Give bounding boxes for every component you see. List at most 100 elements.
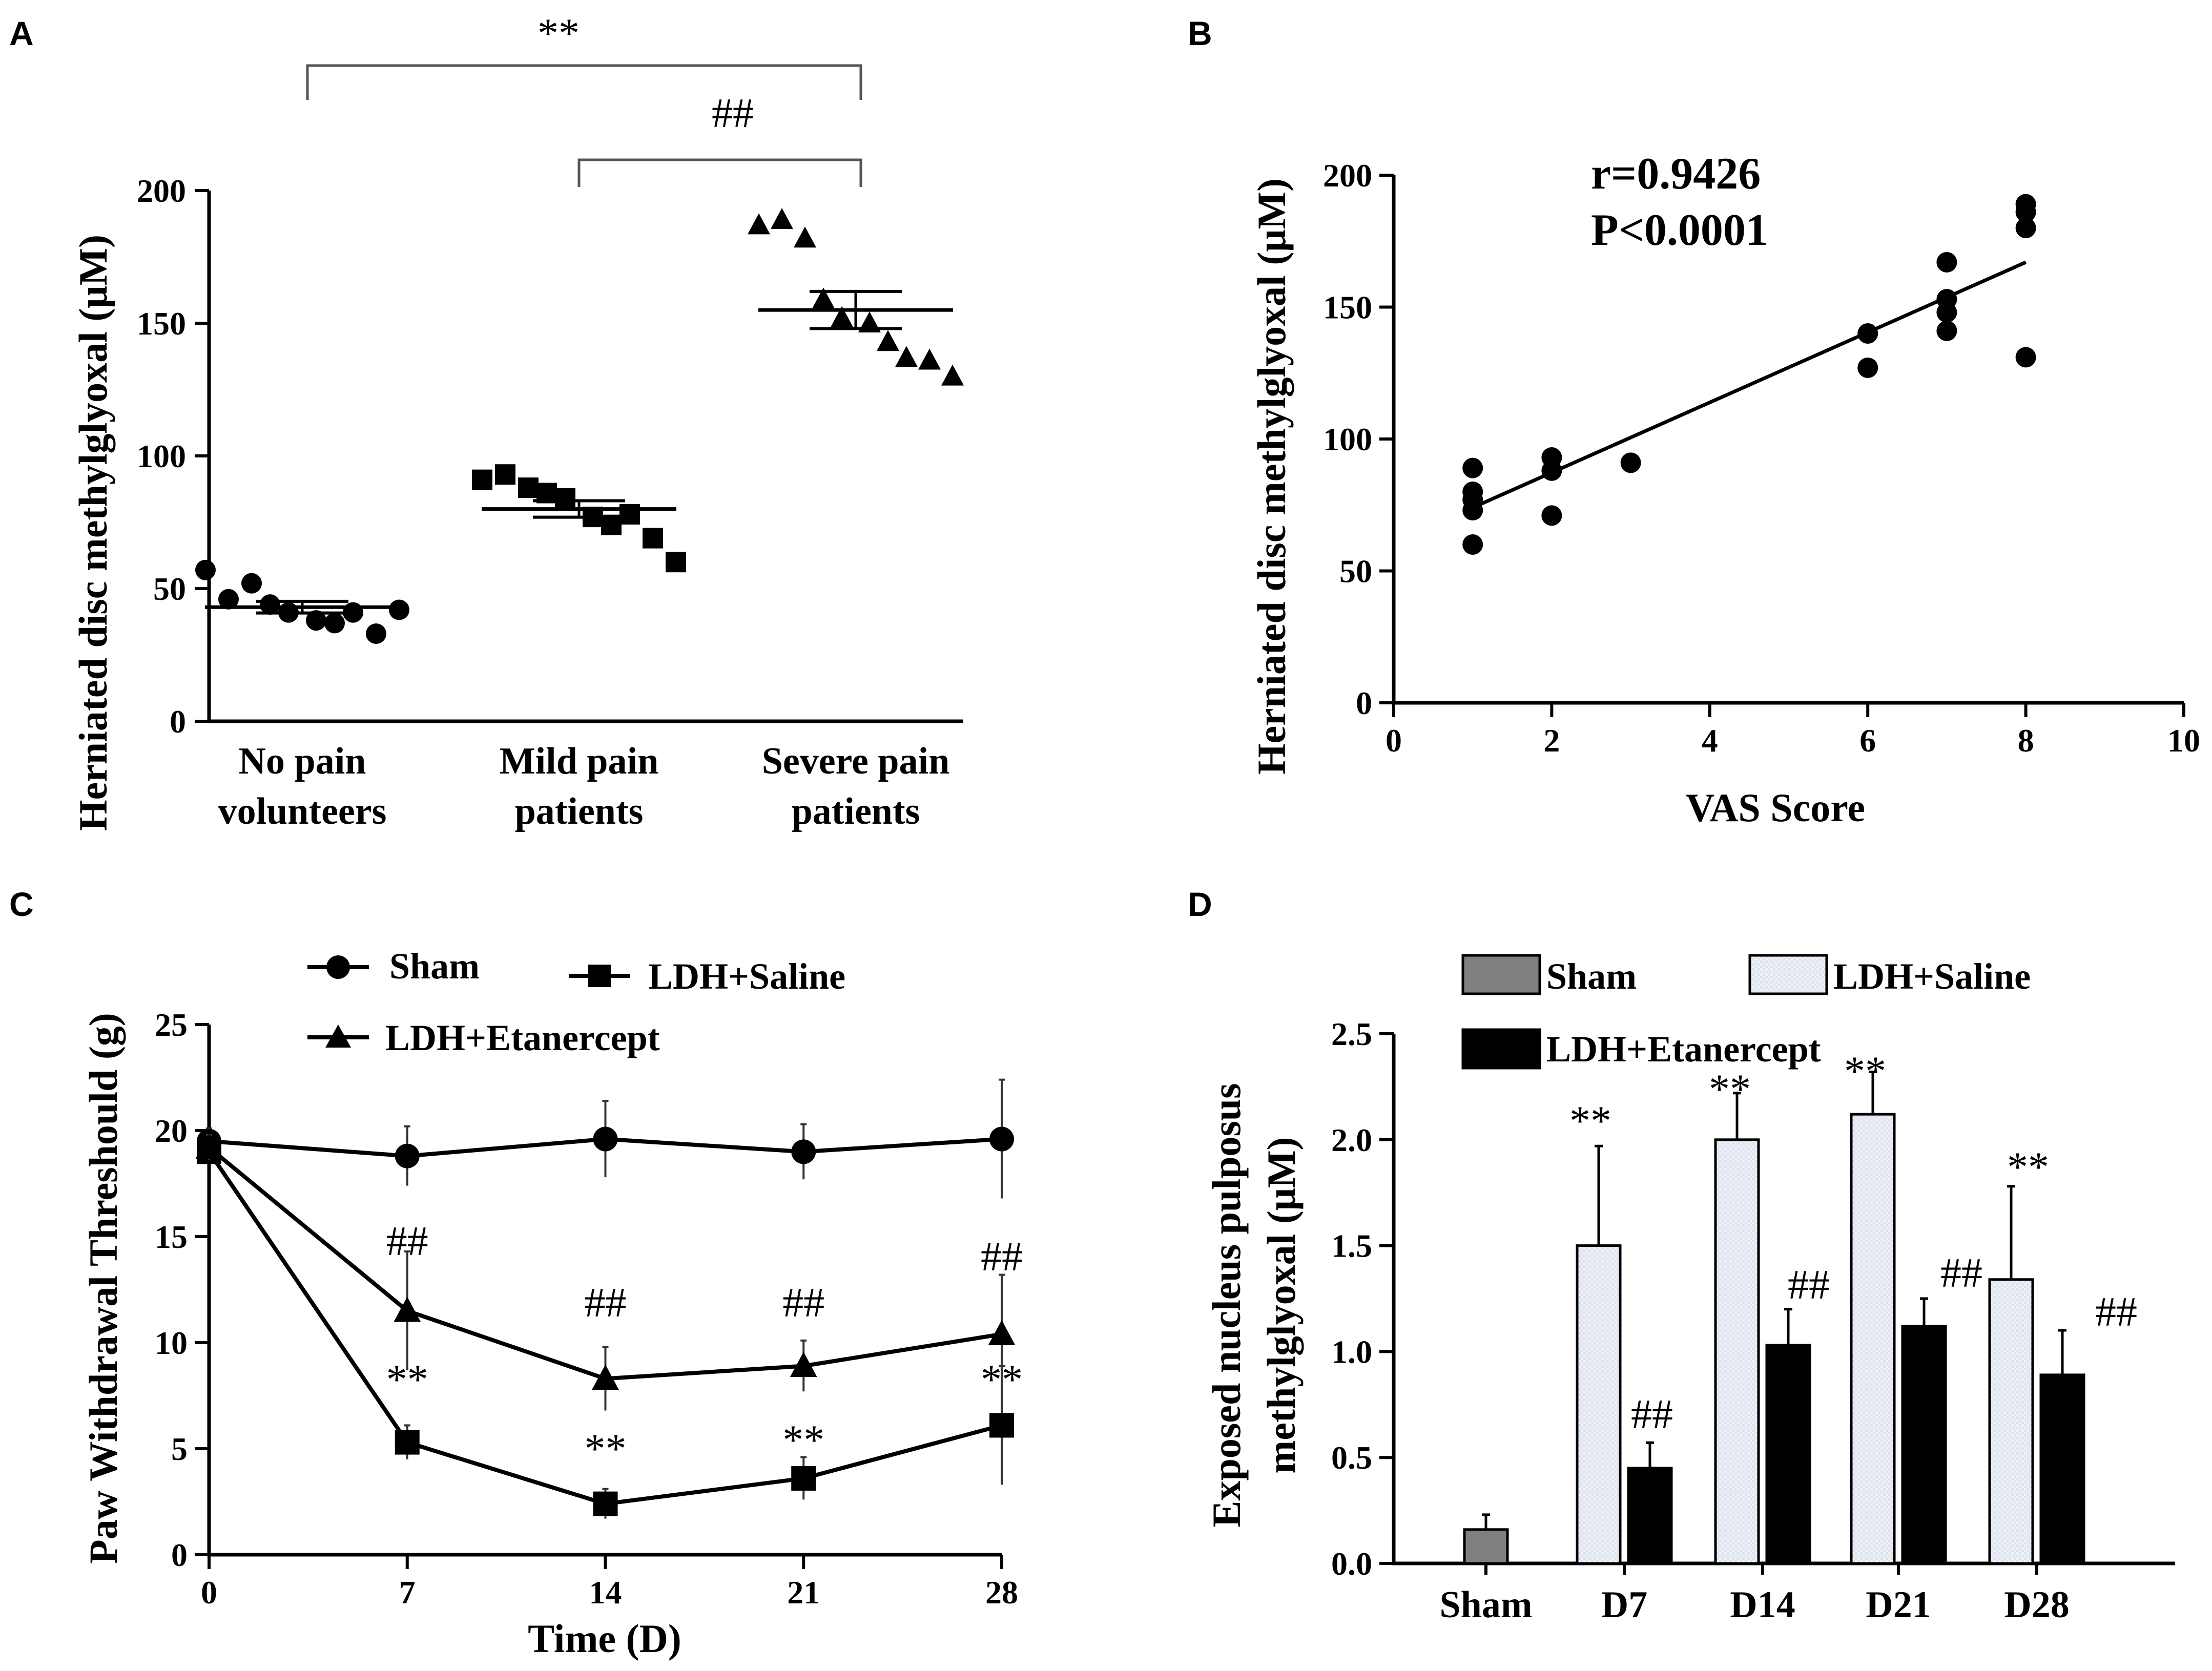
legend-marker-ldh-etanercept [325, 1025, 351, 1048]
data-point [1936, 302, 1957, 323]
panel-d-y-axis-label-line2: methylglyoxal (μM) [1259, 1137, 1304, 1473]
y-tick-label: 150 [137, 305, 186, 342]
series-marker [988, 1320, 1016, 1346]
category-label-mild-pain-line1: Mild pain [500, 740, 659, 782]
category-label-severe-pain-line2: patients [792, 790, 920, 832]
significance-hash: ## [1631, 1391, 1673, 1437]
y-tick-label: 200 [1323, 157, 1372, 194]
series-marker [791, 1466, 816, 1491]
significance-stars: ** [981, 1356, 1023, 1403]
x-category-label: D14 [1730, 1584, 1795, 1626]
y-tick-label: 5 [171, 1431, 188, 1467]
legend-label-ldh-saline: LDH+Saline [648, 956, 845, 997]
data-point [666, 552, 686, 573]
y-tick-label: 25 [155, 1007, 188, 1043]
data-point [195, 559, 216, 580]
data-point [555, 488, 575, 509]
y-tick-label: 0.0 [1331, 1545, 1372, 1582]
data-point [218, 589, 239, 610]
bar-ldh-etanercept [2039, 1373, 2085, 1565]
panel-d-bars [1463, 1070, 2085, 1565]
y-tick-label: 50 [1339, 553, 1372, 590]
legend-label-ldh-saline: LDH+Saline [1833, 956, 2031, 997]
x-tick-label: 0 [1386, 722, 1402, 759]
panel-c-series [195, 1078, 1016, 1519]
data-point [2015, 347, 2036, 368]
panel-d-legend: Sham LDH+Saline LDH+Etanercept [1461, 954, 2031, 1070]
significance-hash: ## [1788, 1261, 1830, 1308]
panel-b-ticks: 0 50 100 150 200 0 2 4 6 8 10 [1323, 157, 2200, 759]
panel-a-scatter-chart: Herniated disc methylglyoxal (μM) 0 50 100… [71, 10, 964, 832]
significance-stars: ** [585, 1425, 627, 1472]
x-tick-label: 28 [985, 1574, 1018, 1611]
correlation-r-value: r=0.9426 [1591, 149, 1761, 199]
data-point [1857, 323, 1878, 344]
y-tick-label: 0 [170, 703, 186, 740]
y-tick-label: 2.0 [1331, 1122, 1372, 1158]
bracket-no-pain-to-severe [306, 64, 862, 100]
panel-letter-b: B [1188, 14, 1212, 52]
series-marker [395, 1430, 420, 1455]
category-label-severe-pain-line1: Severe pain [762, 740, 950, 782]
data-point [1462, 457, 1483, 478]
data-point [1857, 357, 1878, 378]
panel-a-data-points [195, 207, 964, 644]
data-point [518, 477, 539, 498]
legend-label-sham: Sham [1546, 956, 1637, 997]
bar-ldh-etanercept [1765, 1344, 1811, 1565]
series-marker [593, 1491, 618, 1516]
y-tick-label: 15 [155, 1219, 188, 1255]
series-marker [791, 1139, 816, 1164]
bar-ldh-saline [1576, 1244, 1622, 1565]
panel-a-y-ticks: 0 50 100 150 200 [137, 173, 209, 740]
data-point [1541, 505, 1562, 526]
data-point [1936, 320, 1957, 341]
significance-hash: ## [2095, 1288, 2137, 1335]
bar-ldh-etanercept [1627, 1467, 1673, 1565]
data-point [472, 469, 492, 490]
data-point [2015, 202, 2036, 223]
legend-label-ldh-etanercept: LDH+Etanercept [1546, 1029, 1821, 1070]
data-point [1541, 460, 1562, 481]
series-marker [593, 1126, 618, 1152]
data-point [794, 226, 816, 248]
series-marker [395, 1143, 420, 1168]
bar-ldh-etanercept [1901, 1325, 1947, 1565]
data-point [389, 599, 409, 620]
x-tick-label: 6 [1859, 722, 1876, 759]
legend-marker-sham [326, 955, 350, 979]
legend-swatch-ldh-etanercept [1461, 1028, 1541, 1070]
bar-ldh-saline [1850, 1113, 1896, 1565]
panel-b-fit-line [1472, 260, 2027, 510]
y-tick-label: 100 [137, 438, 186, 474]
data-point [748, 213, 770, 235]
significance-stars: ** [782, 1416, 824, 1463]
panel-a-category-labels: No pain volunteers Mild pain patients Se… [218, 740, 950, 832]
x-tick-label: 4 [1702, 722, 1718, 759]
panel-a-significance-brackets [306, 64, 862, 187]
data-point [1462, 500, 1483, 521]
data-point [1462, 534, 1483, 555]
significance-stars: ** [1709, 1066, 1751, 1112]
bar-ldh-saline [1714, 1138, 1760, 1565]
y-tick-label: 200 [137, 173, 186, 209]
data-point [877, 330, 899, 351]
x-tick-label: 8 [2018, 722, 2034, 759]
y-tick-label: 1.5 [1331, 1228, 1372, 1264]
significance-stars: ** [1844, 1048, 1886, 1094]
regression-line [1472, 260, 2027, 510]
bracket-label-hash: ## [712, 90, 754, 136]
y-tick-label: 0 [171, 1537, 188, 1573]
series-marker [989, 1413, 1014, 1438]
data-point [306, 610, 326, 631]
series-marker [790, 1351, 817, 1377]
data-point [1620, 452, 1641, 473]
bar-sham [1463, 1528, 1509, 1565]
panel-d-annotations: ** ** ** ** ## ## ## ## [1569, 1048, 2137, 1437]
legend-label-sham: Sham [389, 946, 480, 987]
data-point [366, 623, 386, 644]
panel-d-bar-chart: Exposed nucleus pulposus methylglyoxal (… [1204, 954, 2175, 1626]
panel-b-y-axis-label: Herniated disc methylglyoxal (μM) [1249, 178, 1294, 775]
panel-b-axes [1392, 175, 2184, 705]
